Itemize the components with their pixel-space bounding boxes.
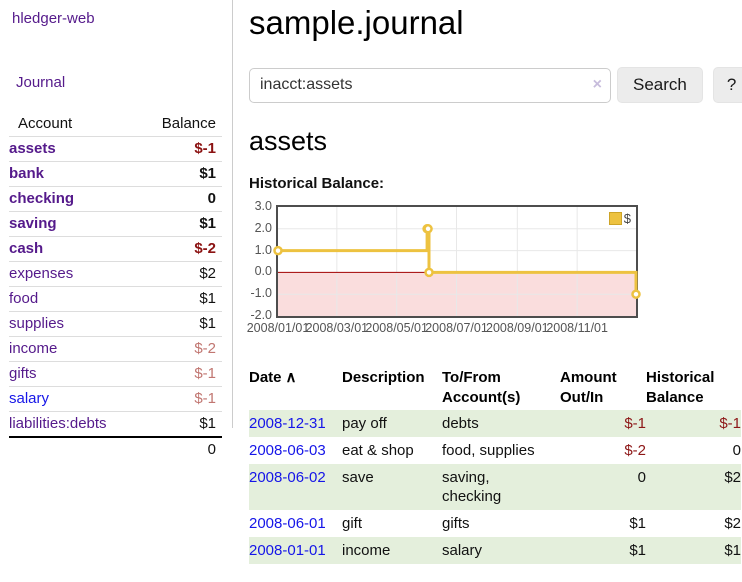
legend-swatch-icon	[608, 212, 622, 225]
transaction-date-link[interactable]: 2008-06-01	[249, 515, 326, 532]
transaction-balance: $1	[724, 542, 741, 559]
account-balance: $1	[140, 286, 222, 312]
account-row: checking 0	[9, 186, 222, 212]
account-row: liabilities:debts $1	[9, 411, 222, 437]
account-balance: $1	[140, 311, 222, 337]
account-row: supplies $1	[9, 311, 222, 337]
account-row: cash $-2	[9, 236, 222, 262]
account-balance: $-2	[140, 336, 222, 362]
search-button[interactable]: Search	[617, 67, 703, 103]
transaction-amount: $-2	[624, 442, 646, 459]
transaction-balance: $2	[724, 469, 741, 486]
accounts-header-account: Account	[18, 115, 73, 132]
sort-asc-icon: ∧	[285, 369, 297, 386]
chart-svg	[273, 207, 641, 316]
chart-title: Historical Balance:	[249, 175, 385, 192]
account-row: assets $-1	[9, 136, 222, 162]
account-link-checking[interactable]: checking	[9, 190, 75, 207]
help-button[interactable]: ?	[712, 67, 742, 103]
register-header-description: Description	[342, 369, 425, 386]
register-header-row: Date ∧ Description To/From Account(s) Amo…	[249, 366, 741, 410]
account-row: salary $-1	[9, 386, 222, 412]
transaction-date-link[interactable]: 2008-06-03	[249, 442, 326, 459]
register-row: 2008-06-03 eat & shop food, supplies $-2…	[249, 437, 741, 464]
main-content: sample.journal × Search ? assets Histori…	[233, 0, 742, 564]
transaction-description: income	[342, 542, 391, 559]
account-row: gifts $-1	[9, 361, 222, 387]
transaction-amount: $1	[629, 515, 646, 532]
account-link-food[interactable]: food	[9, 290, 39, 307]
transaction-description: gift	[342, 515, 363, 532]
sidebar-item-journal[interactable]: Journal	[16, 74, 66, 91]
register-header-balance: Historical Balance	[646, 369, 715, 406]
account-row: income $-2	[9, 336, 222, 362]
transaction-date-link[interactable]: 2008-12-31	[249, 415, 326, 432]
transaction-amount: 0	[637, 469, 646, 486]
account-row: food $1	[9, 286, 222, 312]
register-row: 2008-06-02 save saving, checking 0 $2	[249, 464, 741, 510]
transaction-date-link[interactable]: 2008-01-01	[249, 542, 326, 559]
account-balance: $2	[140, 261, 222, 287]
register-header-amount: Amount Out/In	[560, 369, 617, 406]
chart-legend: $	[608, 211, 631, 226]
transaction-accounts: salary	[442, 542, 483, 559]
register-row: 2008-01-01 income salary $1 $1	[249, 537, 741, 564]
search-form: × Search ?	[249, 67, 742, 103]
transaction-accounts: food, supplies	[442, 442, 535, 459]
chart-plot-area: $	[273, 205, 641, 318]
account-link-gifts[interactable]: gifts	[9, 365, 37, 382]
account-link-saving[interactable]: saving	[9, 215, 57, 232]
account-row: expenses $2	[9, 261, 222, 287]
transaction-amount: $1	[629, 542, 646, 559]
app-title-link[interactable]: hledger-web	[12, 10, 95, 27]
page: hledger-web Journal Account Balance asse…	[0, 0, 742, 564]
account-balance: $-1	[140, 361, 222, 387]
account-link-supplies[interactable]: supplies	[9, 315, 65, 332]
account-link-bank[interactable]: bank	[9, 165, 45, 182]
account-balance: $1	[140, 211, 222, 237]
accounts-header-row: Account Balance	[9, 112, 222, 137]
account-balance: $-1	[140, 136, 222, 162]
accounts-table: Account Balance assets $-1 bank $1 check…	[9, 112, 222, 462]
transaction-balance: $-1	[719, 415, 741, 432]
account-link-assets[interactable]: assets	[9, 140, 56, 157]
account-heading: assets	[249, 126, 328, 156]
register-row: 2008-12-31 pay off debts $-1 $-1	[249, 410, 741, 437]
account-row: bank $1	[9, 161, 222, 187]
transaction-accounts: debts	[442, 415, 479, 432]
transaction-accounts: saving, checking	[442, 469, 502, 505]
register-table: Date ∧ Description To/From Account(s) Amo…	[249, 366, 741, 564]
account-balance: $-1	[140, 386, 222, 412]
account-link-liabilities-debts[interactable]: liabilities:debts	[9, 415, 107, 432]
transaction-description: save	[342, 469, 374, 486]
account-balance: $1	[140, 411, 222, 437]
register-header-accounts: To/From Account(s)	[442, 369, 521, 406]
sidebar: hledger-web Journal Account Balance asse…	[0, 0, 233, 462]
register-row: 2008-06-01 gift gifts $1 $2	[249, 510, 741, 537]
account-row: saving $1	[9, 211, 222, 237]
account-link-income[interactable]: income	[9, 340, 58, 357]
clear-search-icon[interactable]: ×	[592, 75, 602, 93]
transaction-balance: $2	[724, 515, 741, 532]
transaction-description: pay off	[342, 415, 387, 432]
account-link-expenses[interactable]: expenses	[9, 265, 74, 282]
accounts-total-value: 0	[140, 436, 222, 462]
transaction-balance: 0	[732, 442, 741, 459]
account-balance: $-2	[140, 236, 222, 262]
account-link-cash[interactable]: cash	[9, 240, 44, 257]
register-header-date[interactable]: Date ∧	[249, 369, 297, 386]
account-balance: 0	[140, 186, 222, 212]
transaction-accounts: gifts	[442, 515, 470, 532]
account-balance: $1	[140, 161, 222, 187]
historical-balance-chart: $ 3.0 2.0 1.0 0.0 -1.0 -2.0 2008/01/01 2008/03…	[247, 199, 679, 340]
search-input[interactable]	[249, 67, 611, 103]
accounts-header-balance: Balance	[161, 115, 216, 132]
accounts-total-row: 0	[9, 436, 222, 462]
page-title: sample.journal	[249, 4, 464, 41]
transaction-description: eat & shop	[342, 442, 414, 459]
transaction-amount: $-1	[624, 415, 646, 432]
account-link-salary[interactable]: salary	[9, 390, 50, 407]
legend-label: $	[623, 211, 631, 226]
transaction-date-link[interactable]: 2008-06-02	[249, 469, 326, 486]
